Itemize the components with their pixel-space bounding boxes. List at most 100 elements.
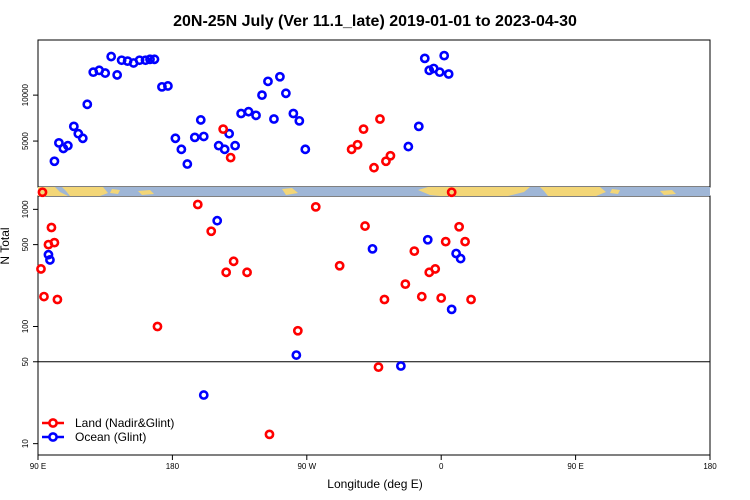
land-point — [460, 236, 470, 247]
land-point — [310, 201, 321, 212]
land-point — [292, 325, 303, 336]
land-point — [416, 291, 427, 302]
map-strip — [38, 187, 710, 196]
x-tick-label: 180 — [703, 462, 717, 471]
ocean-point — [280, 88, 291, 99]
ocean-point — [230, 140, 241, 151]
y-tick-label-bottom: 10 — [21, 439, 30, 448]
ocean-point — [291, 350, 302, 360]
ocean-point — [224, 128, 235, 139]
land-point — [373, 362, 384, 373]
land-point — [37, 187, 48, 198]
ocean-point — [82, 99, 93, 110]
land-point — [360, 221, 370, 231]
land-point — [206, 226, 217, 237]
ocean-point — [300, 144, 311, 155]
land-point — [192, 199, 203, 210]
x-axis-label: Longitude (deg E) — [327, 477, 422, 491]
ocean-point — [212, 215, 223, 226]
x-tick-label: 90 E — [30, 462, 46, 471]
ocean-point — [189, 132, 200, 143]
data-points — [36, 50, 476, 440]
ocean-point — [367, 243, 378, 254]
ocean-point — [195, 115, 206, 125]
land-point — [436, 293, 447, 303]
y-tick-label-bottom: 500 — [21, 237, 30, 251]
land-point — [225, 152, 236, 163]
ocean-point — [170, 133, 181, 144]
ocean-point — [43, 249, 54, 260]
ocean-point — [149, 54, 160, 65]
ocean-point — [263, 76, 273, 87]
ocean-point — [403, 141, 414, 152]
x-tick-label: 90 E — [567, 462, 583, 471]
land-point — [39, 291, 49, 302]
land-point — [385, 150, 396, 161]
ocean-point — [419, 53, 430, 64]
ocean-point — [422, 234, 433, 245]
ocean-point — [198, 390, 209, 400]
ocean-point — [68, 121, 79, 132]
land-point — [228, 256, 239, 267]
legend-marker — [48, 418, 58, 428]
ocean-point — [49, 156, 60, 167]
ocean-point — [288, 108, 299, 119]
ocean-point — [439, 50, 450, 61]
ocean-point — [163, 81, 173, 91]
legend-label: Ocean (Glint) — [75, 430, 146, 444]
y-axis-top: 5000 10000 — [21, 83, 38, 150]
land-point — [52, 294, 63, 305]
y-tick-label-bottom: 1000 — [21, 200, 30, 218]
x-tick-label: 90 W — [297, 462, 316, 471]
x-tick-label: 0 — [439, 462, 444, 471]
land-point — [242, 267, 252, 278]
ocean-point — [182, 159, 193, 169]
land-point — [346, 144, 357, 155]
legend: Land (Nadir&Glint)Ocean (Glint) — [42, 416, 174, 444]
land-point — [369, 162, 379, 173]
land-point — [446, 187, 457, 198]
ocean-point — [269, 114, 279, 124]
y-tick-label-top: 10000 — [21, 83, 30, 106]
ocean-point — [294, 115, 305, 126]
y-axis-label: N Total — [0, 227, 12, 264]
ocean-point — [251, 110, 261, 121]
land-point — [440, 236, 451, 247]
land-point — [358, 124, 369, 135]
ocean-point — [45, 255, 55, 265]
land-point — [430, 264, 441, 274]
ocean-point — [446, 304, 457, 315]
land-point — [400, 279, 411, 290]
ocean-point — [455, 253, 466, 264]
legend-label: Land (Nadir&Glint) — [75, 416, 174, 430]
land-point — [221, 267, 232, 278]
ocean-point — [413, 121, 424, 132]
ocean-point — [236, 108, 246, 119]
ocean-point — [198, 131, 209, 142]
ocean-point — [62, 140, 73, 151]
land-point — [375, 114, 385, 124]
ocean-point — [106, 51, 117, 62]
ocean-point — [443, 69, 454, 79]
land-point — [218, 124, 229, 135]
ocean-point — [145, 54, 155, 65]
ocean-point — [140, 55, 151, 66]
ocean-point — [275, 71, 285, 82]
land-point — [46, 222, 57, 233]
chart-title: 20N-25N July (Ver 11.1_late) 2019-01-01 … — [173, 13, 577, 30]
land-point — [409, 246, 420, 257]
ocean-point — [243, 106, 254, 117]
y-tick-label-bottom: 100 — [21, 319, 30, 333]
ocean-point — [176, 144, 187, 155]
land-point — [152, 321, 163, 332]
ocean-point — [257, 90, 267, 101]
ocean-point — [434, 67, 445, 78]
land-point — [466, 294, 476, 305]
land-point — [334, 260, 345, 271]
ocean-point — [77, 133, 88, 144]
land-point — [36, 264, 46, 274]
ocean-point — [395, 361, 406, 371]
legend-marker — [48, 432, 58, 442]
ocean-point — [112, 70, 123, 80]
